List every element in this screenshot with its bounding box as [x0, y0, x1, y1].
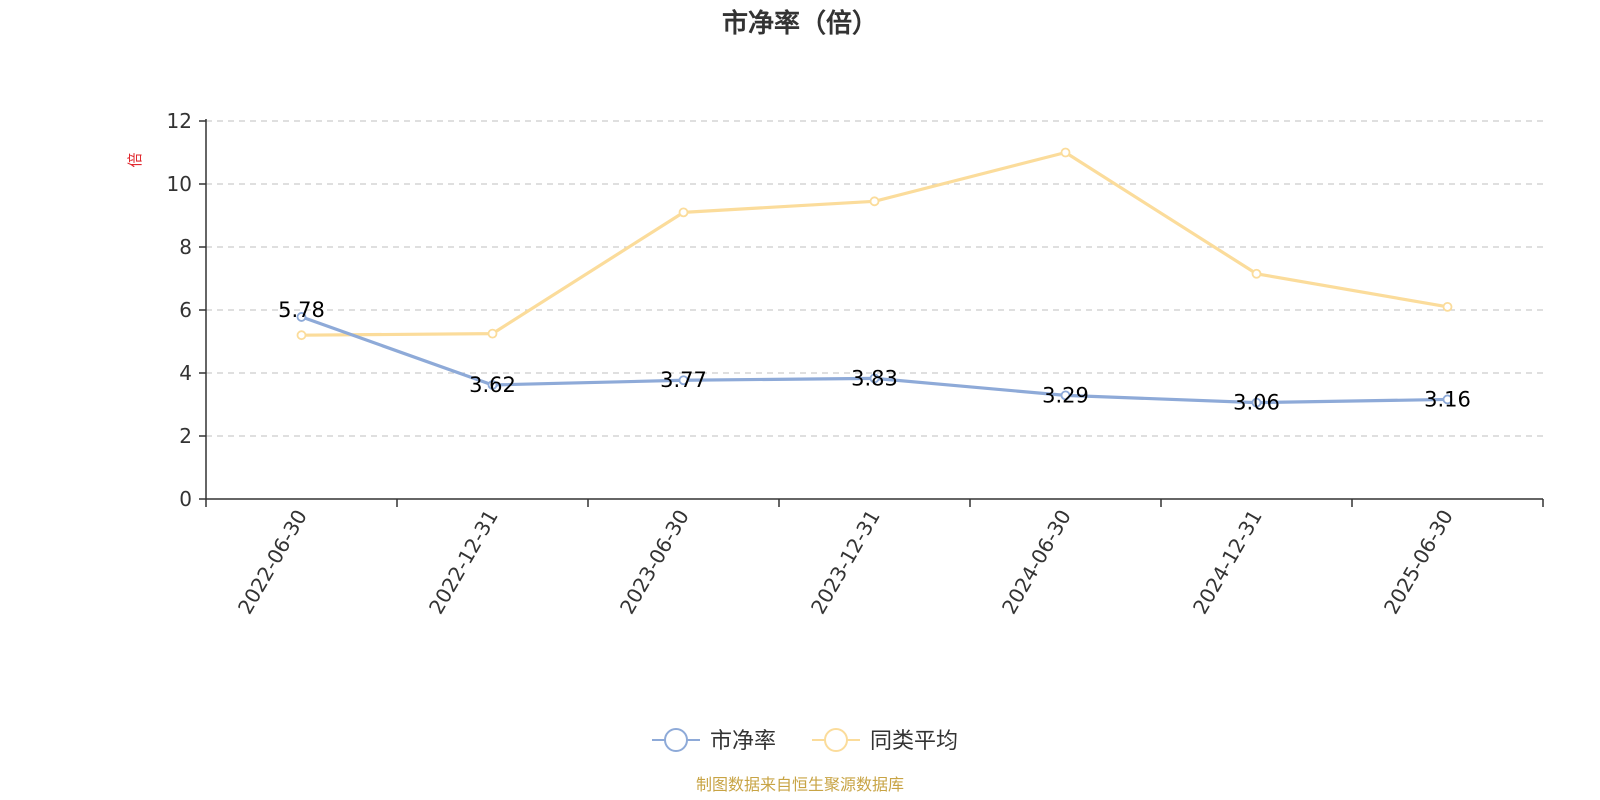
- y-axis-unit-label: 倍: [126, 152, 144, 167]
- data-label: 5.78: [278, 298, 325, 322]
- legend-label: 市净率: [710, 729, 776, 754]
- y-tick-label: 8: [179, 235, 192, 259]
- data-label: 3.06: [1233, 391, 1280, 415]
- legend-label: 同类平均: [870, 729, 958, 754]
- series-point-0: [1251, 397, 1262, 408]
- data-label: 3.16: [1424, 387, 1471, 411]
- series-point-0: [296, 312, 307, 322]
- x-tick-label: 2025-06-30: [1379, 506, 1458, 619]
- axes: [205, 119, 1543, 500]
- series-point-0: [678, 375, 689, 386]
- y-tick-label: 12: [167, 109, 192, 133]
- series-point-1: [296, 330, 307, 341]
- grid-lines: [206, 120, 1543, 437]
- data-label: 3.77: [660, 368, 707, 392]
- x-axis-ticks: 2022-06-30 2022-12-31 2023-06-30 2023-12-31…: [205, 499, 1544, 619]
- x-tick-label: 2023-12-31: [806, 506, 885, 619]
- series-point-0: [1060, 390, 1071, 401]
- legend-item-1[interactable]: 同类平均: [812, 728, 958, 754]
- series-line-1: [301, 150, 1448, 337]
- legend-item-0[interactable]: 市净率: [652, 728, 776, 754]
- y-tick-label: 10: [167, 172, 192, 196]
- y-tick-label: 0: [179, 487, 192, 511]
- y-tick-label: 2: [179, 424, 192, 448]
- y-tick-label: 6: [179, 298, 192, 322]
- series-point-1: [1251, 268, 1262, 279]
- legend-swatch-marker: [824, 728, 848, 752]
- series-point-0: [1442, 394, 1453, 405]
- y-axis-ticks: 0 2 4 6 8 10 12: [167, 109, 206, 511]
- data-label: 3.29: [1042, 383, 1089, 407]
- series-point-0: [869, 373, 880, 384]
- series-point-1: [1060, 147, 1071, 158]
- x-tick-label: 2022-06-30: [233, 506, 312, 619]
- series-point-1: [678, 207, 689, 218]
- legend[interactable]: 市净率 同类平均: [652, 728, 958, 754]
- data-labels: 5.78 3.62 3.77 3.83 3.29 3.06 3.16: [278, 298, 1471, 415]
- chart-title: 市净率（倍）: [722, 8, 878, 39]
- data-label: 3.62: [469, 373, 516, 397]
- y-tick-label: 4: [179, 361, 192, 385]
- series-point-0: [487, 380, 498, 390]
- legend-swatch-marker: [664, 728, 688, 752]
- x-tick-label: 2024-12-31: [1188, 506, 1267, 619]
- series-point-1: [487, 328, 498, 339]
- source-note: 制图数据来自恒生聚源数据库: [696, 775, 904, 794]
- x-tick-label: 2022-12-31: [424, 506, 503, 619]
- data-label: 3.83: [851, 366, 898, 390]
- x-tick-label: 2024-06-30: [997, 506, 1076, 619]
- x-tick-label: 2023-06-30: [615, 506, 694, 619]
- series-point-1: [1442, 301, 1453, 312]
- series-group: [296, 147, 1453, 408]
- series-point-1: [869, 196, 880, 207]
